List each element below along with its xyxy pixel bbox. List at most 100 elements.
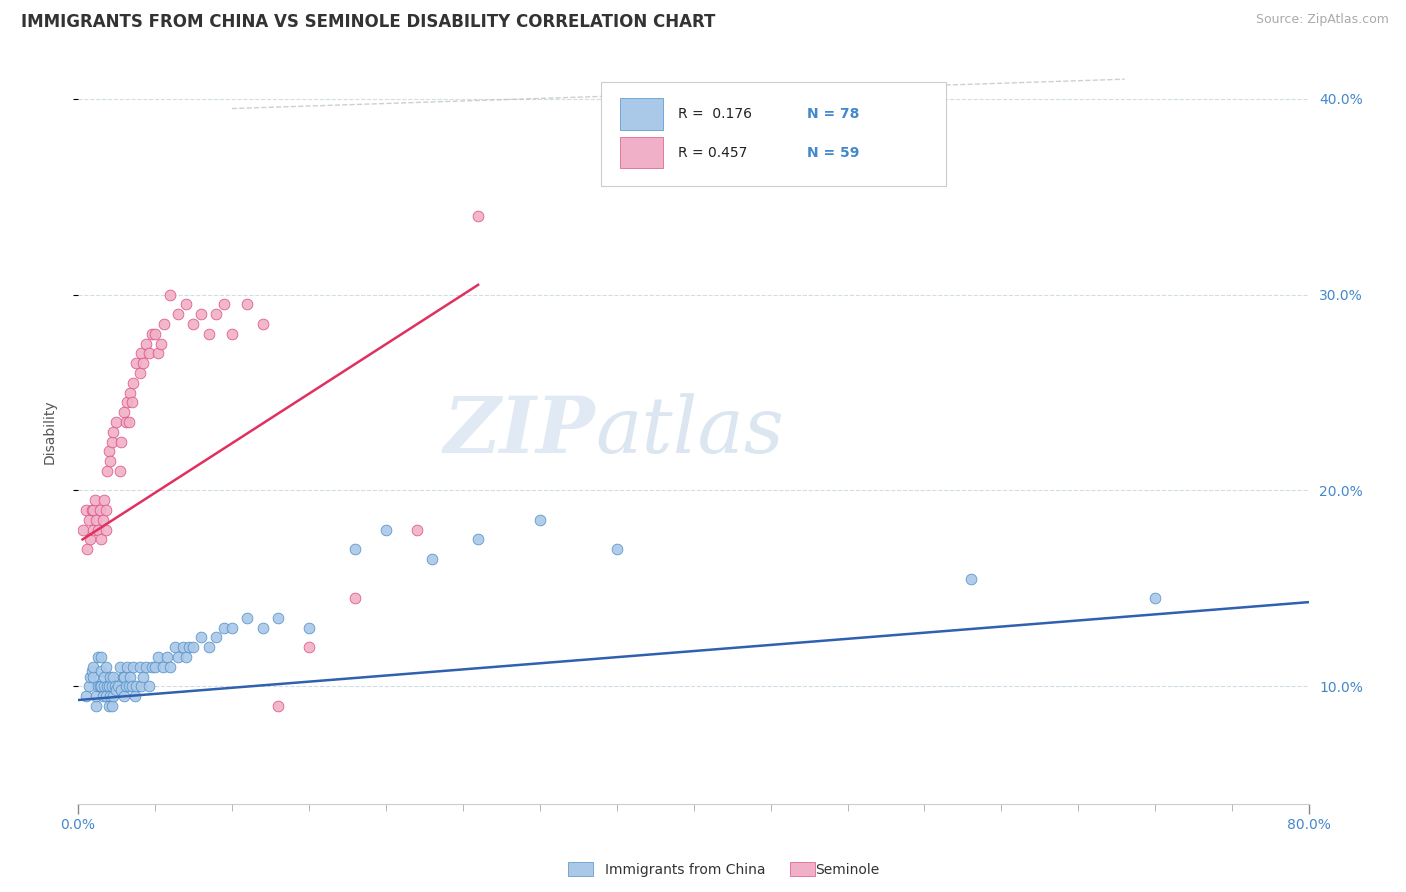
Text: IMMIGRANTS FROM CHINA VS SEMINOLE DISABILITY CORRELATION CHART: IMMIGRANTS FROM CHINA VS SEMINOLE DISABI… (21, 13, 716, 31)
Point (118, 679, 141, 693)
Text: Seminole: Seminole (815, 863, 880, 877)
Point (146, 346, 169, 360)
Text: N = 59: N = 59 (807, 145, 859, 160)
Point (82, 669, 104, 683)
Point (90, 679, 112, 693)
Text: atlas: atlas (595, 393, 785, 470)
Point (118, 415, 141, 429)
Point (115, 395, 138, 409)
Point (143, 659, 166, 673)
Point (114, 415, 136, 429)
Point (115, 659, 138, 673)
Point (75, 503, 97, 517)
Point (94, 503, 117, 517)
Point (91, 689, 114, 703)
Point (98, 689, 121, 703)
Point (122, 376, 145, 390)
Point (90, 649, 112, 664)
Point (156, 649, 179, 664)
Point (101, 698, 124, 713)
Point (77, 679, 100, 693)
Point (420, 552, 443, 566)
Point (97, 698, 120, 713)
Point (172, 640, 194, 654)
Point (267, 698, 290, 713)
Point (108, 659, 131, 673)
Point (205, 631, 228, 645)
Point (121, 395, 143, 409)
Point (97, 444, 120, 458)
Point (86, 698, 108, 713)
Point (79, 669, 101, 683)
Point (343, 591, 366, 606)
Point (125, 356, 148, 370)
Point (141, 326, 163, 341)
Point (77, 513, 100, 527)
Point (125, 679, 148, 693)
Point (190, 307, 212, 321)
Point (76, 542, 98, 557)
Point (94, 659, 117, 673)
Point (135, 336, 157, 351)
Point (104, 679, 127, 693)
Point (150, 336, 173, 351)
Point (87, 523, 110, 537)
Point (128, 659, 150, 673)
Point (98, 454, 121, 468)
Point (89, 503, 111, 517)
Point (94, 523, 117, 537)
Point (79, 533, 101, 547)
Point (90, 533, 112, 547)
Point (87, 679, 110, 693)
Point (177, 640, 200, 654)
Point (131, 669, 153, 683)
Point (146, 649, 169, 664)
Point (82, 659, 104, 673)
FancyBboxPatch shape (602, 82, 946, 186)
Point (120, 669, 142, 683)
Point (103, 689, 125, 703)
Point (174, 297, 197, 311)
Point (105, 683, 128, 698)
Point (96, 679, 118, 693)
Point (90, 664, 112, 678)
Point (159, 659, 181, 673)
Point (107, 679, 129, 693)
Point (112, 405, 135, 419)
Point (1144, 591, 1167, 606)
Text: R = 0.457: R = 0.457 (678, 145, 747, 160)
Point (112, 669, 135, 683)
Point (110, 683, 132, 698)
Point (120, 385, 142, 400)
Point (94, 689, 117, 703)
Point (98, 669, 121, 683)
Point (467, 533, 489, 547)
Point (103, 425, 125, 439)
Point (221, 621, 243, 635)
Point (82, 523, 104, 537)
Point (108, 464, 131, 478)
Point (101, 434, 124, 449)
Point (252, 317, 274, 331)
Point (343, 542, 366, 557)
Point (298, 621, 321, 635)
Point (93, 493, 115, 508)
Text: Source: ZipAtlas.com: Source: ZipAtlas.com (1256, 13, 1389, 27)
Point (267, 611, 290, 625)
Point (163, 640, 186, 654)
Point (101, 679, 124, 693)
Point (91, 513, 114, 527)
Point (374, 523, 396, 537)
Point (128, 366, 150, 380)
Point (135, 659, 157, 673)
Point (131, 356, 153, 370)
Point (236, 297, 259, 311)
Bar (620, 137, 662, 169)
Point (72, 523, 94, 537)
Point (959, 572, 981, 586)
Point (129, 679, 152, 693)
Point (138, 679, 160, 693)
Point (103, 669, 125, 683)
Point (205, 307, 228, 321)
Point (89, 679, 111, 693)
